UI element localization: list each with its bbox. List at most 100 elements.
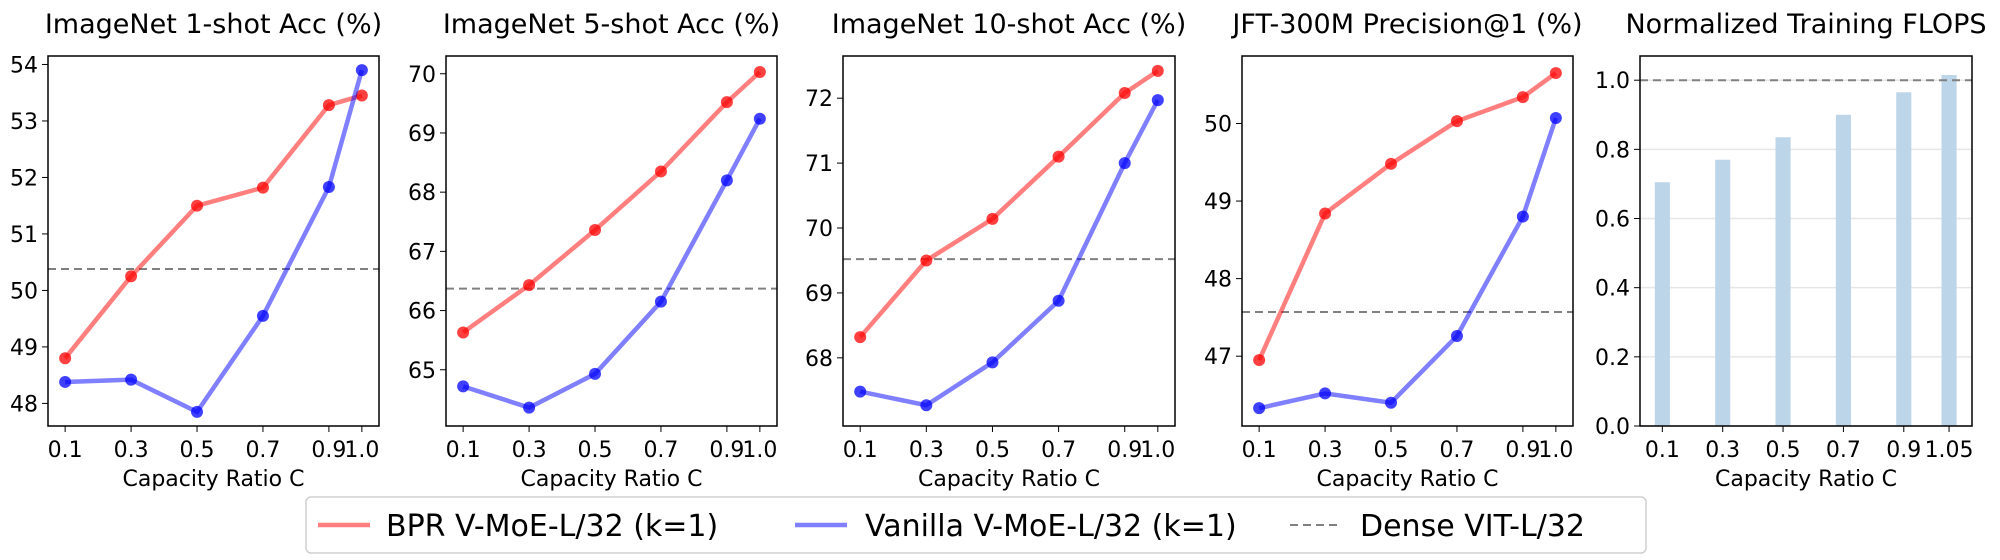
subplot-title: Normalized Training FLOPS	[1625, 9, 1986, 40]
x-tick-label: 1.0	[1538, 438, 1573, 463]
y-tick-label: 70	[805, 217, 833, 242]
plot-frame	[1639, 55, 1973, 427]
bpr-point	[125, 270, 138, 283]
x-tick-label: 0.1	[1645, 438, 1680, 463]
vanilla-point	[854, 385, 867, 398]
bpr-point	[355, 89, 368, 102]
subplot-title: JFT-300M Precision@1 (%)	[1230, 9, 1582, 40]
legend-label: Dense VIT-L/32	[1360, 509, 1585, 544]
bpr-point	[986, 212, 999, 225]
legend: BPR V-MoE-L/32 (k=1) Vanilla V-MoE-L/32 (…	[305, 496, 1647, 554]
plot-frame	[1241, 55, 1574, 427]
vanilla-point	[191, 405, 204, 418]
x-tick-label: 0.1	[48, 438, 83, 463]
vanilla-point	[1319, 387, 1332, 400]
x-tick-label: 0.3	[1308, 438, 1343, 463]
bpr-point	[1118, 87, 1131, 99]
y-tick-label: 68	[408, 181, 436, 206]
y-tick-label: 0.0	[1595, 415, 1630, 440]
subplot-2: ImageNet 5-shot Acc (%) 65 66 67 68 69 70 0.1 0.…	[408, 9, 780, 492]
vanilla-series-line	[1258, 117, 1558, 411]
subplot-1: ImageNet 1-shot Acc (%) 48 49 50 51 52 53 54 0.1…	[10, 9, 382, 492]
x-axis-label: Capacity Ratio C	[1715, 467, 1897, 492]
y-tick-label: 50	[10, 279, 38, 304]
vanilla-point	[1151, 94, 1164, 107]
y-tick-label: 72	[805, 87, 833, 112]
bpr-point	[1052, 150, 1065, 163]
vanilla-point	[59, 375, 72, 388]
y-tick-label: 52	[10, 166, 38, 191]
x-tick-label: 0.7	[1041, 438, 1076, 463]
x-tick-label: 0.1	[1242, 438, 1277, 463]
x-tick-label: 0.3	[114, 438, 149, 463]
bpr-point	[1549, 67, 1562, 80]
bpr-point	[1319, 207, 1332, 220]
y-tick-label: 69	[805, 282, 833, 307]
bpr-point	[753, 65, 766, 78]
bar	[1715, 159, 1731, 426]
bpr-series-line	[63, 93, 363, 360]
bpr-point	[322, 99, 335, 112]
vanilla-point	[986, 356, 999, 369]
x-tick-label: 0.9	[1505, 438, 1540, 463]
bpr-point	[720, 96, 733, 109]
x-axis-label: Capacity Ratio C	[918, 467, 1100, 492]
vanilla-point	[1118, 157, 1131, 170]
x-tick-label: 0.1	[446, 438, 481, 463]
vanilla-point	[720, 174, 733, 187]
y-tick-label: 49	[10, 336, 38, 361]
vanilla-series-line	[462, 117, 762, 411]
x-tick-label: 0.7	[643, 438, 678, 463]
x-tick-label: 0.9	[1886, 438, 1921, 463]
y-tick-label: 67	[408, 240, 436, 265]
x-tick-label: 0.5	[1766, 438, 1801, 463]
bpr-point	[1253, 354, 1266, 367]
bar	[1654, 182, 1670, 426]
bpr-series-line	[461, 70, 762, 335]
subplot-4: JFT-300M Precision@1 (%) 47 48 49 50 0.1 0.3 0.…	[1204, 9, 1583, 492]
subplot-title: ImageNet 5-shot Acc (%)	[443, 9, 780, 40]
x-tick-label: 0.5	[1374, 438, 1409, 463]
y-tick-label: 0.4	[1595, 277, 1630, 302]
y-tick-label: 51	[10, 223, 38, 248]
y-tick-label: 0.8	[1595, 138, 1630, 163]
y-tick-label: 48	[10, 392, 38, 417]
subplot-title: ImageNet 10-shot Acc (%)	[832, 9, 1187, 40]
x-tick-label: 0.5	[578, 438, 613, 463]
plot-frame	[842, 55, 1176, 427]
y-tick-label: 53	[10, 110, 38, 135]
vanilla-point	[920, 399, 933, 412]
bpr-point	[1516, 91, 1529, 104]
bar	[1941, 75, 1957, 427]
vanilla-series-line	[65, 69, 365, 415]
x-axis-label: Capacity Ratio C	[1317, 467, 1499, 492]
x-tick-label: 0.9	[709, 438, 744, 463]
bar	[1775, 137, 1791, 426]
subplot-3: ImageNet 10-shot Acc (%) 68 69 70 71 72 0.1 0.3…	[805, 9, 1186, 492]
bpr-point	[256, 181, 269, 194]
vanilla-point	[1253, 402, 1266, 415]
subplot-title: ImageNet 1-shot Acc (%)	[45, 9, 382, 40]
vanilla-point	[322, 181, 335, 194]
x-axis-label: Capacity Ratio C	[521, 467, 703, 492]
y-tick-label: 68	[805, 347, 833, 372]
bpr-series-line	[1257, 71, 1558, 361]
bpr-point	[59, 352, 72, 365]
bpr-point	[1450, 115, 1463, 128]
x-tick-label: 0.5	[180, 438, 215, 463]
bar	[1896, 92, 1912, 426]
x-tick-label: 0.9	[311, 438, 346, 463]
y-tick-label: 0.6	[1595, 208, 1630, 233]
subplot-5: Normalized Training FLOPS 0.0 0.2 0.4 0.6 0.8…	[1595, 9, 1987, 492]
vanilla-point	[523, 401, 536, 414]
plot-frame	[445, 55, 778, 427]
legend-label: Vanilla V-MoE-L/32 (k=1)	[865, 509, 1237, 544]
vanilla-point	[753, 112, 766, 125]
y-tick-label: 0.2	[1595, 346, 1630, 371]
vanilla-point	[457, 380, 470, 393]
x-tick-label: 1.05	[1925, 438, 1974, 463]
x-tick-label: 1.0	[1140, 438, 1175, 463]
vanilla-series-line	[859, 99, 1160, 408]
x-tick-label: 0.9	[1107, 438, 1142, 463]
